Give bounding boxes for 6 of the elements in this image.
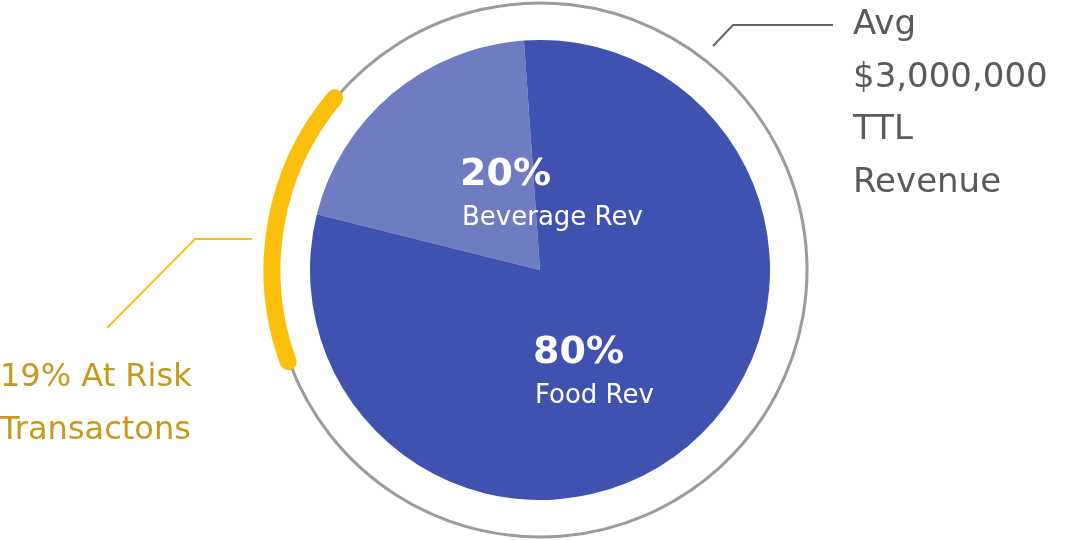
data-label: 20% (460, 150, 551, 194)
text: 19% At Risk Transactons (0, 355, 193, 449)
data-label: 80% (533, 328, 624, 372)
slice-label: Beverage Rev (462, 201, 643, 231)
slice-label: Food Rev (535, 379, 654, 409)
text: Avg $3,000,000 TTL Revenue (853, 1, 1049, 202)
